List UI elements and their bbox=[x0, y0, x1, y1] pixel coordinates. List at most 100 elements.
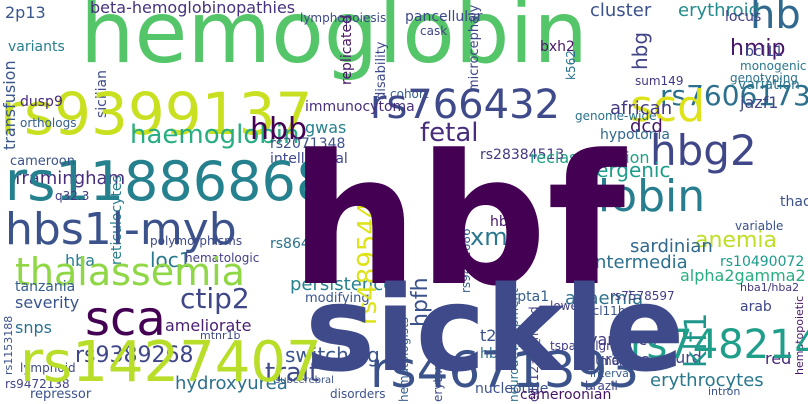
word-sca: sca bbox=[85, 291, 166, 347]
word-hmip: hmip bbox=[730, 36, 786, 61]
word-dusp9: dusp9 bbox=[20, 94, 63, 110]
word-cameroonian: cameroonian bbox=[520, 387, 612, 403]
word-intergenic: intergenic bbox=[570, 158, 671, 182]
word-hydroxyurea: hydroxyurea bbox=[175, 373, 288, 394]
word-mtnr1b: mtnr1b bbox=[200, 329, 241, 342]
word-anemia: anemia bbox=[695, 228, 777, 253]
word-alpha2gamma2: alpha2gamma2 bbox=[680, 266, 806, 285]
word-switching: switching bbox=[285, 343, 380, 367]
word-xmni: xmni bbox=[470, 223, 530, 251]
word-arab: arab bbox=[740, 299, 772, 315]
word-variable: variable bbox=[735, 219, 784, 233]
word-locus: locus bbox=[725, 9, 762, 25]
word-nucleotide: nucleotide bbox=[475, 381, 549, 397]
word-intellectual: intellectual bbox=[270, 151, 348, 167]
word-rs9399137: rs9399137 bbox=[0, 80, 313, 148]
word-ameliorate: ameliorate bbox=[165, 316, 252, 335]
word-rs10490072: rs10490072 bbox=[720, 254, 805, 270]
word-hbbp1: hbbp1 bbox=[490, 214, 535, 230]
word-hbb: hbb bbox=[250, 112, 308, 147]
word-rs7482144: rs7482144 bbox=[630, 322, 808, 368]
word-gwas: gwas bbox=[305, 118, 347, 137]
word-hbf: hbf bbox=[290, 117, 626, 326]
word-hbss: hbss bbox=[480, 346, 513, 362]
word-variation: variation bbox=[738, 77, 800, 93]
word-tanzania: tanzania bbox=[15, 279, 76, 295]
word-rs9472138: rs9472138 bbox=[5, 377, 70, 391]
word-genotyping: genotyping bbox=[730, 71, 798, 85]
word-immunocytoma: immunocytoma bbox=[305, 99, 415, 115]
word-intermedia: intermedia bbox=[590, 252, 688, 273]
word-repressor: repressor bbox=[30, 387, 92, 402]
word-spta1: spta1 bbox=[510, 289, 550, 305]
word-variance: variance bbox=[588, 330, 657, 349]
word-lowest: lowest bbox=[550, 299, 589, 313]
word-replicated: replicated bbox=[339, 15, 355, 85]
word-cohort: cohort bbox=[390, 87, 429, 101]
word-lymphopoiesis: lymphopoiesis bbox=[300, 11, 387, 25]
word-severity: severity bbox=[15, 293, 80, 312]
word-hb: hb bbox=[750, 0, 801, 38]
word-hbs1l-myb: hbs1l-myb bbox=[5, 204, 237, 255]
word-framingham: framingham bbox=[15, 168, 126, 189]
word-polymorphisms: polymorphisms bbox=[150, 234, 243, 248]
word-reclassification: reclassification bbox=[530, 148, 650, 167]
word-snps: snps bbox=[15, 318, 52, 337]
word-erythroid: erythroid bbox=[678, 0, 761, 21]
word-interval: interval bbox=[590, 367, 632, 380]
word-cluster: cluster bbox=[590, 0, 652, 21]
word-erythrocytes: erythrocytes bbox=[650, 370, 764, 391]
word-lymphoid: lymphoid bbox=[20, 361, 76, 375]
word-european: european bbox=[585, 350, 661, 369]
word-sum149: sum149 bbox=[635, 74, 684, 88]
word-loc1: loc1 bbox=[150, 248, 192, 272]
word-microcephaly: microcephaly bbox=[467, 4, 482, 92]
word-hba: hba bbox=[65, 251, 96, 270]
word-bcl11: bcl11 bbox=[745, 44, 784, 60]
word-variants: variants bbox=[8, 39, 65, 55]
word-hematologic: hematologic bbox=[185, 251, 260, 265]
word-q32-3: q32.3 bbox=[55, 189, 90, 203]
word-rs11886868: rs11886868 bbox=[5, 150, 331, 213]
word-dcd: dcd bbox=[630, 116, 663, 137]
word-african: african bbox=[610, 98, 673, 119]
word-rs9389268: rs9389268 bbox=[75, 343, 194, 368]
word-hbg: hbg bbox=[628, 31, 652, 70]
word-modifying: modifying bbox=[305, 291, 370, 306]
word-globin: globin bbox=[570, 171, 706, 222]
word-rs864745: rs864745 bbox=[270, 236, 337, 252]
word-subcerebral: subcerebral bbox=[275, 375, 334, 386]
word-manual: manual bbox=[500, 337, 542, 350]
word-anaemia: anaemia bbox=[565, 288, 644, 309]
word-hba1-hba2: hba1/hba2 bbox=[740, 281, 800, 294]
word-trait: trait bbox=[265, 358, 320, 388]
word-hypotonia: hypotonia bbox=[600, 127, 671, 143]
word-thada: thada bbox=[780, 194, 808, 210]
word-t2d: t2d bbox=[480, 326, 507, 345]
word-beta-hemoglobinopathies: beta-hemoglobinopathies bbox=[90, 0, 296, 17]
word-k562: k562 bbox=[564, 50, 578, 80]
word-nurd: nurd bbox=[665, 348, 702, 367]
word-monogenic: monogenic bbox=[740, 59, 807, 73]
word-bcl11b: bcl11b bbox=[585, 304, 626, 318]
word-pancellular: pancellular bbox=[405, 9, 483, 25]
word-disorders: disorders bbox=[330, 387, 386, 401]
word-persistence: persistence bbox=[290, 274, 395, 295]
word-map1b: map1b bbox=[600, 354, 642, 368]
word-rs7606173: rs7606173 bbox=[660, 79, 808, 112]
word-rs1153188: rs1153188 bbox=[2, 315, 15, 375]
word-thalassemia: thalassemia bbox=[15, 250, 245, 294]
word-hbg2: hbg2 bbox=[650, 126, 757, 175]
word-tspan8-lgr5: tspan8/lgr5 bbox=[550, 339, 619, 353]
word-ctip2: ctip2 bbox=[180, 282, 250, 315]
word-rs2071348: rs2071348 bbox=[270, 136, 346, 152]
word-orthologs: orthologs bbox=[20, 116, 77, 130]
word-fetal: fetal bbox=[420, 118, 479, 148]
word-hemoglobin: hemoglobin bbox=[80, 0, 588, 83]
word-bxh2: bxh2 bbox=[540, 39, 575, 55]
word-scd: scd bbox=[630, 81, 706, 132]
word-genome-wide: genome-wide bbox=[575, 109, 657, 123]
word-cask: cask bbox=[420, 24, 448, 38]
word-rs28384513: rs28384513 bbox=[480, 147, 565, 163]
